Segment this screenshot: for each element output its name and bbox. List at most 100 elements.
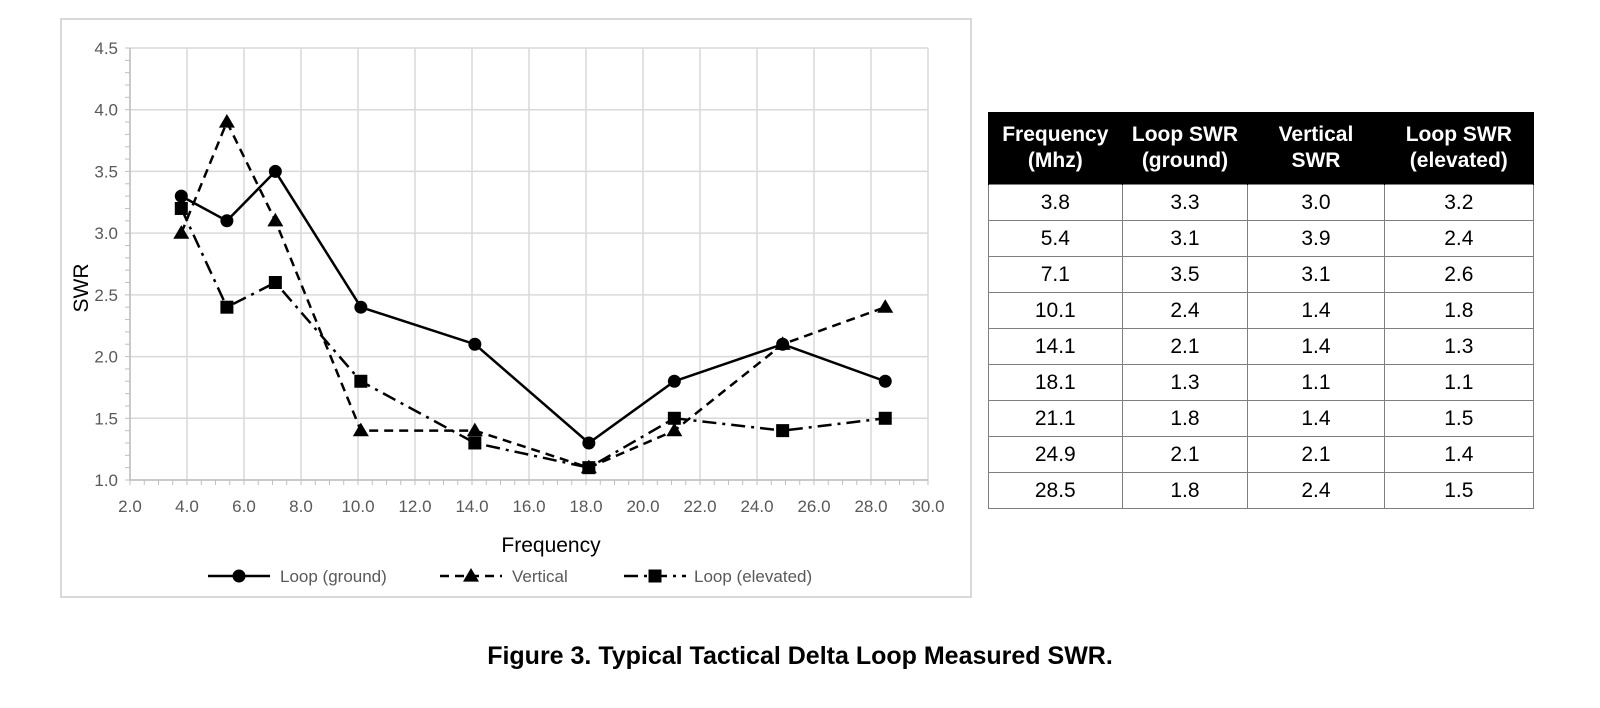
table-cell: 3.2 [1383, 184, 1535, 221]
table-cell: 1.8 [1383, 292, 1535, 329]
table-cell: 7.1 [988, 256, 1123, 293]
x-tick-label: 6.0 [232, 497, 256, 516]
series-1-point [268, 164, 282, 178]
series-line-1 [180, 169, 886, 445]
table-cell: 1.3 [1383, 328, 1535, 365]
series-1-point [667, 374, 681, 388]
table-row: 28.5 1.8 2.4 1.5 [988, 472, 1535, 509]
header-line: Loop SWR [1131, 123, 1239, 146]
series-3-point [582, 461, 596, 475]
table-cell: 14.1 [988, 328, 1123, 365]
series-1-point [468, 337, 482, 351]
x-tick-label: 26.0 [797, 497, 830, 516]
x-tick-label: 10.0 [341, 497, 374, 516]
header-line: (elevated) [1409, 149, 1508, 172]
x-tick-label: 12.0 [398, 497, 431, 516]
series-3-point [468, 436, 482, 450]
swr-line-chart: 2.0 4.0 6.0 8.0 10.0 12.0 14.0 16.0 18.0 20.0 22.0… [70, 39, 945, 586]
table-cell: 3.0 [1247, 184, 1385, 221]
x-tick-label: 30.0 [911, 497, 944, 516]
series-2-point [466, 422, 483, 437]
x-tick-label: 14.0 [455, 497, 488, 516]
x-tick-label: 22.0 [683, 497, 716, 516]
y-tick-label: 1.0 [94, 471, 118, 490]
series-line-3 [180, 207, 886, 469]
table-cell: 1.1 [1247, 364, 1385, 401]
legend-marker-2 [463, 568, 479, 582]
series-3-point [174, 201, 188, 215]
header-line: Loop SWR [1405, 123, 1512, 146]
header-loop-elevated: Loop SWR (elevated) [1383, 112, 1535, 185]
table-cell: 28.5 [988, 472, 1123, 509]
header-line: SWR [1291, 149, 1341, 172]
table-cell: 3.5 [1121, 256, 1249, 293]
table-cell: 2.1 [1121, 328, 1249, 365]
table-row: 3.8 3.3 3.0 3.2 [988, 184, 1535, 221]
y-tick-label: 4.0 [94, 101, 118, 120]
legend-label-2: Vertical [512, 567, 568, 586]
y-tick-label: 1.5 [94, 409, 118, 428]
table-cell: 3.3 [1121, 184, 1249, 221]
header-line: Frequency [1002, 123, 1109, 146]
table-cell: 1.8 [1121, 472, 1249, 509]
series-3-point [220, 300, 234, 314]
x-tick-label: 8.0 [289, 497, 313, 516]
y-tick-label: 3.5 [94, 162, 118, 181]
table-cell: 3.9 [1247, 220, 1385, 257]
table-cell: 24.9 [988, 436, 1123, 473]
header-vertical: Vertical SWR [1247, 112, 1385, 185]
table-cell: 2.4 [1247, 472, 1385, 509]
series-1-point [220, 214, 234, 228]
table-cell: 21.1 [988, 400, 1123, 437]
series-3-point [776, 424, 790, 438]
table-row: 10.1 2.4 1.4 1.8 [988, 292, 1535, 329]
x-tick-label: 20.0 [626, 497, 659, 516]
table-row: 18.1 1.3 1.1 1.1 [988, 364, 1535, 401]
table-row: 14.1 2.1 1.4 1.3 [988, 328, 1535, 365]
series-1-point [354, 300, 368, 314]
series-1-point [174, 189, 188, 203]
y-axis-title: SWR [70, 264, 93, 313]
header-frequency: Frequency (Mhz) [988, 112, 1123, 185]
series-3-point [354, 374, 368, 388]
header-line: (ground) [1141, 149, 1229, 172]
table-cell: 2.6 [1383, 256, 1535, 293]
table-cell: 2.1 [1121, 436, 1249, 473]
x-tick-label: 28.0 [854, 497, 887, 516]
legend-marker-1 [232, 569, 246, 583]
table-cell: 10.1 [988, 292, 1123, 329]
x-tick-label: 4.0 [175, 497, 199, 516]
table-cell: 1.1 [1383, 364, 1535, 401]
header-line: (Mhz) [1027, 149, 1083, 172]
x-tick-label: 24.0 [740, 497, 773, 516]
table-cell: 3.1 [1121, 220, 1249, 257]
table-cell: 1.4 [1247, 292, 1385, 329]
table-cell: 3.1 [1247, 256, 1385, 293]
table-cell: 18.1 [988, 364, 1123, 401]
series-2-point [173, 225, 190, 239]
figure-caption: Figure 3. Typical Tactical Delta Loop Me… [487, 642, 1113, 670]
series-2-point [352, 422, 369, 437]
series-3-point [878, 411, 892, 425]
table-header-row: Frequency (Mhz) Loop SWR (ground) Vertic… [988, 112, 1535, 185]
y-tick-label: 4.5 [94, 39, 118, 58]
x-tick-label: 18.0 [569, 497, 602, 516]
series-1-point [878, 374, 892, 388]
header-line: Vertical [1278, 123, 1354, 146]
header-loop-ground: Loop SWR (ground) [1121, 112, 1249, 185]
table-cell: 3.8 [988, 184, 1123, 221]
y-tick-label: 3.0 [94, 224, 118, 243]
table-cell: 1.3 [1121, 364, 1249, 401]
swr-data-table: Frequency (Mhz) Loop SWR (ground) Vertic… [988, 112, 1535, 509]
legend-label-3: Loop (elevated) [694, 567, 812, 586]
series-1-point [582, 436, 596, 450]
table-cell: 1.4 [1247, 328, 1385, 365]
table-row: 21.1 1.8 1.4 1.5 [988, 400, 1535, 437]
series-2-point [218, 114, 235, 128]
table-row: 24.9 2.1 2.1 1.4 [988, 436, 1535, 473]
table-body: 3.8 3.3 3.0 3.2 5.4 3.1 3.9 2.4 7.1 3.5 3.1 2.6 10.1… [988, 184, 1535, 509]
series-2-point [774, 336, 791, 350]
table-cell: 1.4 [1383, 436, 1535, 473]
series-3-point [667, 411, 681, 425]
table-cell: 2.1 [1247, 436, 1385, 473]
